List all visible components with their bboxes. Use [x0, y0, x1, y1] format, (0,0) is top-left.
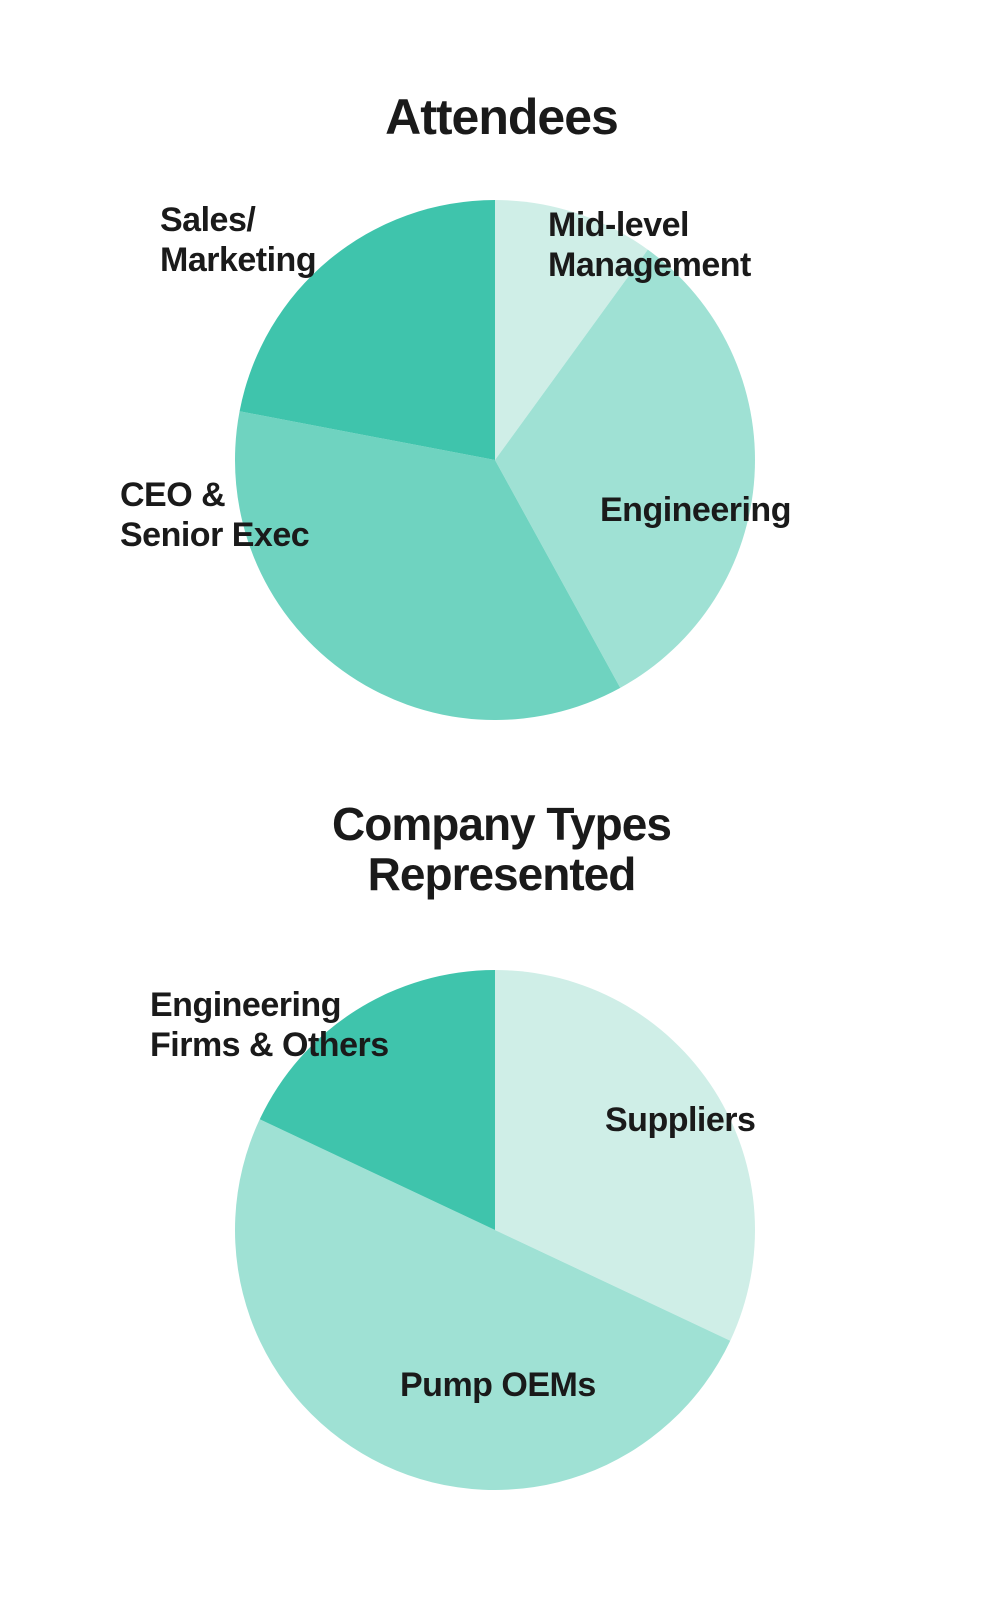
attendees-label-0: Mid-level Management: [548, 205, 751, 285]
company-types-label-1: Pump OEMs: [400, 1365, 596, 1405]
company-types-label-2: Engineering Firms & Others: [150, 985, 389, 1065]
attendees-label-1: Engineering: [600, 490, 791, 530]
attendees-title: Attendees: [0, 90, 1003, 144]
attendees-label-2: CEO & Senior Exec: [120, 475, 309, 555]
company-types-label-0: Suppliers: [605, 1100, 755, 1140]
page: Attendees Mid-level Management Engineeri…: [0, 0, 1003, 1606]
attendees-label-3: Sales/ Marketing: [160, 200, 316, 280]
company-types-title: Company Types Represented: [0, 800, 1003, 899]
